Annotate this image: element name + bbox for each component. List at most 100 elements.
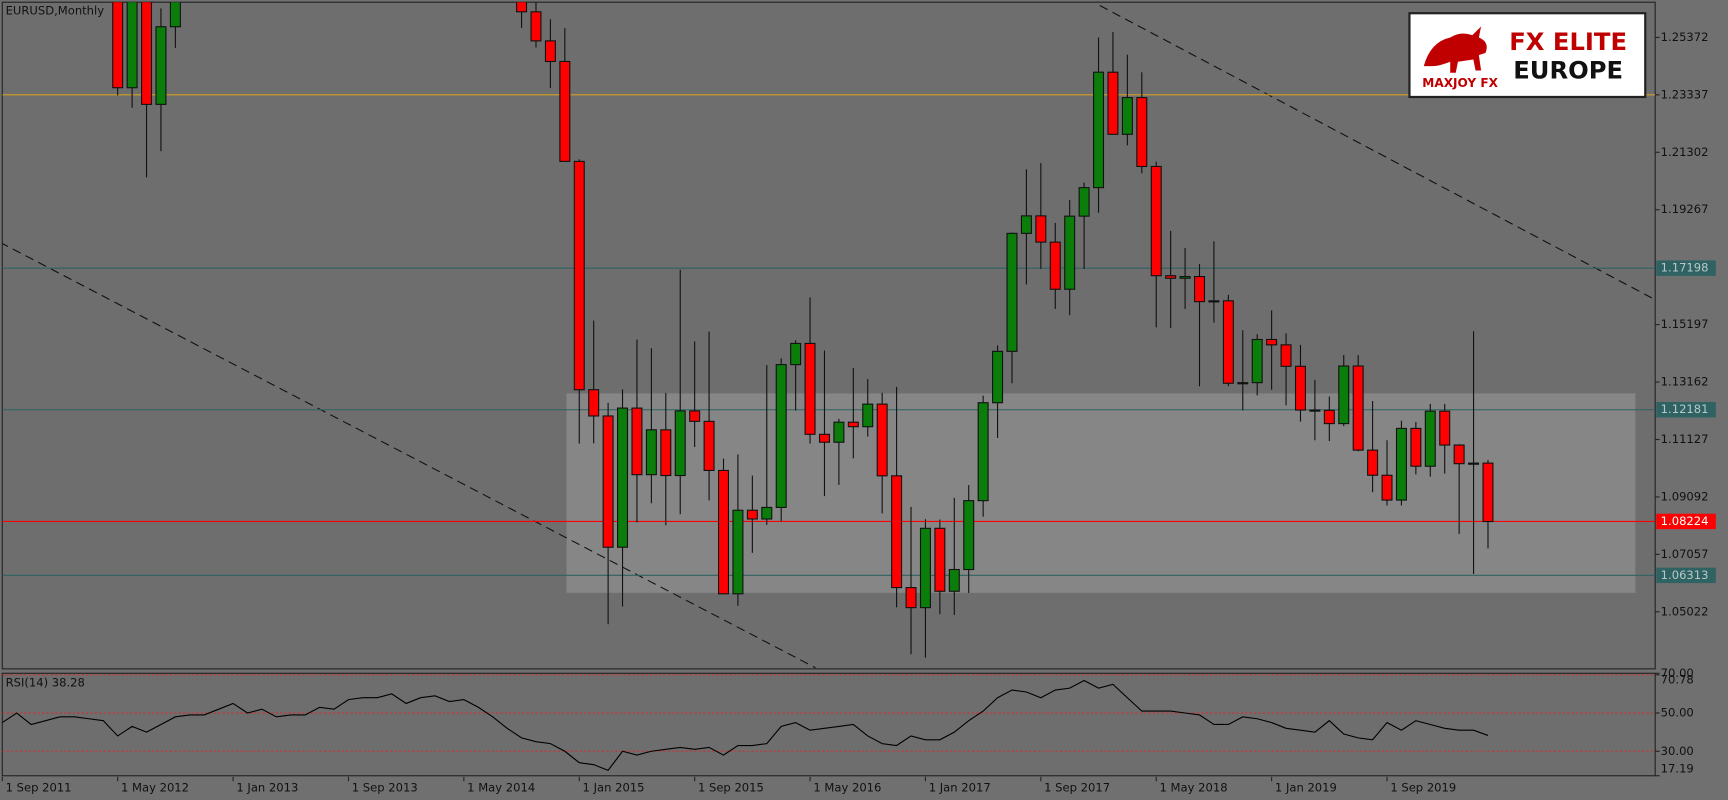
candle-body [141,2,153,105]
candle-body [1309,409,1321,412]
candle-body [717,469,730,595]
candle-body [1049,241,1061,290]
level-label: 1.12181 [1661,402,1709,416]
candle-body [660,429,672,477]
candle-body [862,403,874,428]
y-tick-label: 30.00 [1661,744,1694,758]
candle-body [790,342,802,366]
logo-region: EUROPE [1513,56,1623,85]
y-tick-label: 70.00 [1661,666,1694,680]
x-tick-label: 1 May 2012 [121,780,189,794]
rsi-panel [1,672,1656,777]
rsi-plot [2,674,1656,772]
candle-body [588,389,600,417]
axes: 1.25372 1.23337 1.21302 1.19267 1.15197 1.131… [1,30,1716,794]
x-tick-label: 1 Sep 2011 [6,780,72,794]
candle-body [530,11,542,42]
y-tick-label: 50.00 [1661,706,1694,720]
candle-body [1237,382,1249,385]
rsi-line [2,679,1489,772]
candle-body [1482,462,1494,523]
level-label-box [1656,402,1716,418]
candle-body [1193,275,1206,303]
x-tick-label: 1 Sep 2019 [1390,780,1456,794]
x-tick-label: 1 Sep 2015 [698,780,764,794]
candle-body [155,26,167,105]
level-label: 1.08224 [1661,514,1709,528]
candle-body [1035,215,1047,243]
logo-brand: FX ELITE [1509,27,1627,56]
candle-body [1352,365,1364,451]
candle-body [1136,97,1148,168]
candle-body [602,415,614,548]
candle-body [1381,474,1393,501]
candle-body [617,407,629,548]
candle-body [1165,275,1177,279]
y-tick-label: 70.78 [1661,672,1694,686]
candle-body [112,2,124,89]
candle-body [1093,71,1105,189]
candle-body [905,587,917,609]
y-tick-label: 1.21302 [1661,145,1709,159]
candle-body [1251,338,1263,384]
candle-body [1020,215,1032,234]
candle-body [1424,410,1436,467]
chart-title: EURUSD,Monthly [6,4,105,18]
candle-body [1410,427,1422,467]
y-tick-label: 1.15197 [1661,317,1709,331]
candle-body [977,402,989,502]
candle-body [963,500,975,571]
level-label: 1.17198 [1661,261,1709,275]
level-label-box [1656,260,1716,276]
level-label-box [1656,567,1716,584]
candle-body [891,475,903,589]
candle-body [1338,365,1350,425]
candle-body [1395,427,1407,501]
candle-body [1367,449,1379,476]
candle-body [948,568,960,592]
candle-body [818,433,830,443]
candle-body [847,421,859,428]
candle-body [992,350,1004,404]
x-tick-label: 1 Jan 2013 [236,780,298,794]
y-tick-label: 1.19267 [1661,202,1709,216]
candle-body [544,40,556,63]
x-tick-label: 1 Sep 2013 [352,780,418,794]
candle-body [1280,344,1292,367]
y-tick-label: 1.23337 [1661,87,1709,101]
candle-body [689,410,701,422]
candle-body [1006,232,1018,352]
candle-body [1266,338,1278,346]
y-tick-label: 1.09092 [1661,489,1709,503]
candle-body [1294,365,1306,411]
candle-body [804,342,816,435]
candle-body [833,421,845,443]
x-tick-label: 1 Jan 2019 [1275,780,1337,794]
y-tick-label: 17.19 [1661,762,1694,776]
price-plot [2,2,1656,669]
candle-body [645,429,657,476]
candle-body [573,160,585,391]
candle-body [1078,187,1090,217]
candle-body [761,506,773,520]
y-tick-label: 1.13162 [1661,375,1709,389]
candle-body [1323,409,1335,425]
candle-body [1150,165,1162,277]
candle-body [1179,275,1191,279]
candle-body [1121,97,1133,135]
candle-body [631,407,643,476]
candle-body [1222,300,1234,384]
candle-body [934,527,946,592]
candle-body [169,2,181,28]
level-label: 1.06313 [1661,568,1709,582]
candle-body [1468,462,1480,465]
candle-body [876,403,888,477]
logo-bull [1423,26,1487,73]
candle-body [1064,215,1076,290]
y-tick-label: 1.07057 [1661,547,1709,561]
x-tick-label: 1 Sep 2017 [1044,780,1110,794]
rsi-title: RSI(14) 38.28 [6,676,85,690]
candle-body [703,420,715,472]
